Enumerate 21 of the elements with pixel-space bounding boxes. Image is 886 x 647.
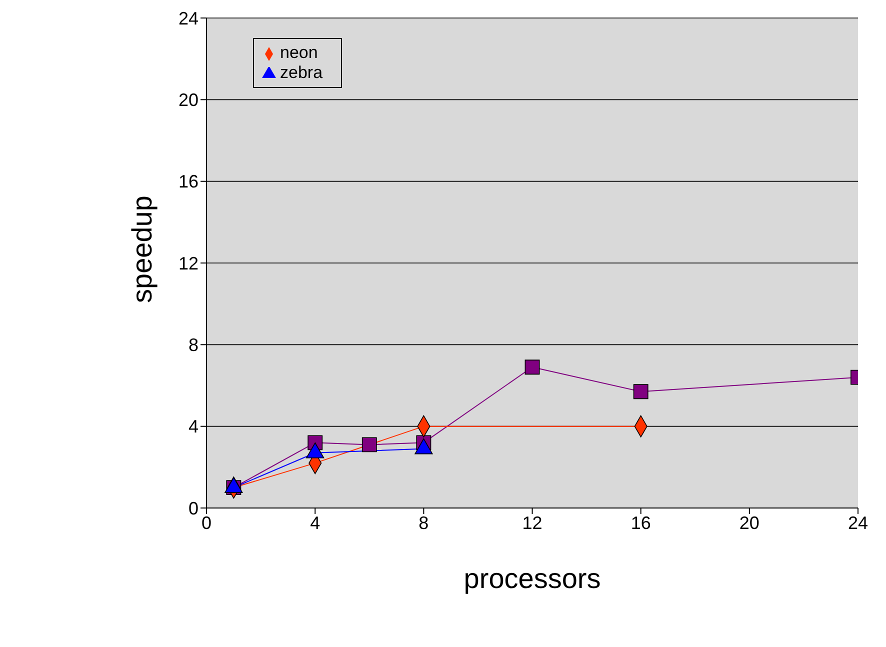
y-tick-label: 4 (188, 416, 199, 437)
x-tick-label: 20 (739, 512, 760, 533)
y-tick-label: 0 (188, 498, 199, 518)
point (362, 437, 377, 452)
point (524, 360, 540, 375)
x-tick-label: 24 (848, 512, 868, 533)
y-tick-label: 24 (178, 8, 199, 28)
y-tick-label: 20 (178, 90, 199, 110)
legend-label: zebra (280, 63, 323, 82)
y-tick-label: 16 (178, 172, 199, 192)
x-tick-label: 8 (418, 512, 429, 533)
x-axis-title: processors (464, 563, 601, 594)
y-axis-title: speedup (126, 196, 158, 303)
x-tick-label: 0 (202, 512, 212, 533)
x-tick-label: 12 (522, 512, 542, 533)
y-tick-label: 8 (188, 335, 199, 356)
x-tick-label: 16 (630, 512, 651, 533)
point (633, 384, 648, 400)
y-tick-label: 12 (178, 253, 199, 274)
x-tick-label: 4 (310, 512, 320, 533)
legend-label: neon (280, 43, 318, 62)
